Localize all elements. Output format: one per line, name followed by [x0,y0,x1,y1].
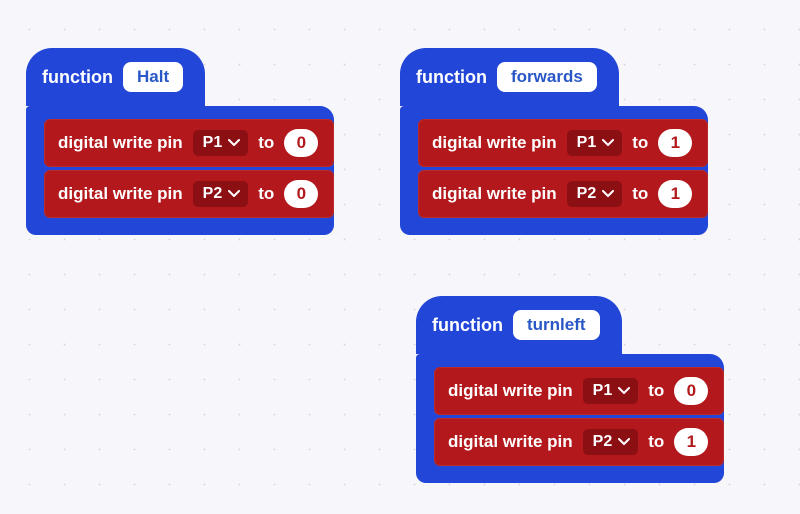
pin-dropdown[interactable]: P1 [583,378,639,404]
function-keyword: function [42,67,113,88]
function-body[interactable]: digital write pin P1 to 0 digital write pin P… [416,354,724,483]
chevron-down-icon [228,139,240,147]
pin-dropdown[interactable]: P2 [583,429,639,455]
function-block-turnleft[interactable]: functionturnleftdigital write pinP1to0di… [416,296,724,483]
to-keyword: to [258,133,274,153]
digital-write-label: digital write pin [58,184,183,204]
to-keyword: to [648,432,664,452]
to-keyword: to [632,184,648,204]
pin-dropdown-value: P1 [203,134,223,152]
pin-dropdown[interactable]: P1 [567,130,623,156]
function-keyword: function [416,67,487,88]
chevron-down-icon [602,190,614,198]
to-keyword: to [258,184,274,204]
digital-write-label: digital write pin [432,133,557,153]
digital-write-block[interactable]: digital write pin P1 to 0 [434,367,724,415]
pin-dropdown-value: P1 [593,382,613,400]
chevron-down-icon [618,387,630,395]
function-name[interactable]: turnleft [513,310,600,340]
value-input[interactable]: 1 [658,180,692,208]
digital-write-label: digital write pin [432,184,557,204]
function-body[interactable]: digital write pin P1 to 1 digital write pin P… [400,106,708,235]
digital-write-label: digital write pin [448,432,573,452]
value-input[interactable]: 1 [658,129,692,157]
value-input[interactable]: 0 [284,129,318,157]
function-body[interactable]: digital write pin P1 to 0 digital write pin P… [26,106,334,235]
pin-dropdown-value: P1 [577,134,597,152]
function-block-forwards[interactable]: functionforwardsdigital write pinP1to1di… [400,48,708,235]
function-name[interactable]: forwards [497,62,597,92]
pin-dropdown[interactable]: P2 [193,181,249,207]
chevron-down-icon [602,190,614,198]
pin-dropdown-value: P2 [577,185,597,203]
digital-write-block[interactable]: digital write pin P2 to 0 [44,170,334,218]
function-name[interactable]: Halt [123,62,183,92]
to-keyword: to [632,133,648,153]
chevron-down-icon [618,438,630,446]
pin-dropdown-value: P2 [203,185,223,203]
chevron-down-icon [228,190,240,198]
digital-write-label: digital write pin [58,133,183,153]
digital-write-block[interactable]: digital write pin P1 to 0 [44,119,334,167]
chevron-down-icon [228,190,240,198]
pin-dropdown[interactable]: P2 [567,181,623,207]
pin-dropdown-value: P2 [593,433,613,451]
digital-write-block[interactable]: digital write pin P2 to 1 [434,418,724,466]
function-keyword: function [432,315,503,336]
function-hat[interactable]: function forwards [400,48,619,106]
chevron-down-icon [602,139,614,147]
chevron-down-icon [618,438,630,446]
digital-write-block[interactable]: digital write pin P1 to 1 [418,119,708,167]
value-input[interactable]: 0 [674,377,708,405]
digital-write-block[interactable]: digital write pin P2 to 1 [418,170,708,218]
function-hat[interactable]: function turnleft [416,296,622,354]
chevron-down-icon [602,139,614,147]
function-block-halt[interactable]: functionHaltdigital write pinP1to0digita… [26,48,334,235]
value-input[interactable]: 1 [674,428,708,456]
to-keyword: to [648,381,664,401]
value-input[interactable]: 0 [284,180,318,208]
chevron-down-icon [228,139,240,147]
digital-write-label: digital write pin [448,381,573,401]
pin-dropdown[interactable]: P1 [193,130,249,156]
function-hat[interactable]: function Halt [26,48,205,106]
chevron-down-icon [618,387,630,395]
